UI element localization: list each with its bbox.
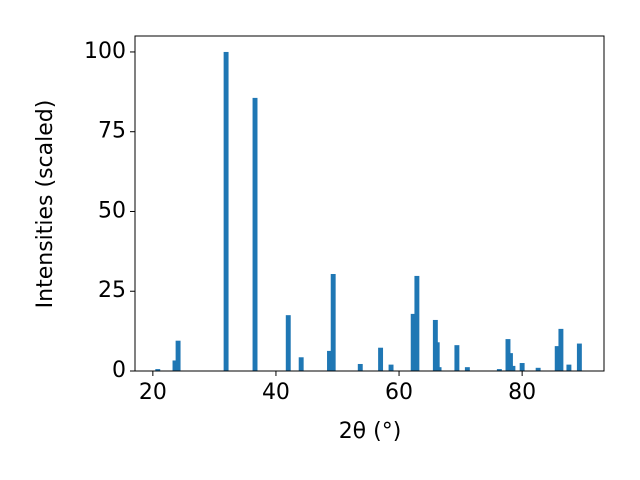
y-tick-label: 0: [112, 358, 126, 383]
bar: [172, 360, 178, 371]
bar: [454, 345, 460, 371]
x-tick-label: 60: [385, 380, 413, 405]
bar: [388, 364, 394, 371]
bar: [327, 350, 332, 371]
x-tick-label: 80: [508, 380, 536, 405]
y-axis-label: Intensities (scaled): [33, 100, 58, 309]
bar: [558, 328, 564, 371]
y-tick-label: 100: [84, 39, 126, 64]
y-tick-label: 75: [98, 119, 126, 144]
bar: [252, 97, 258, 372]
bar: [378, 347, 384, 371]
bar: [519, 363, 525, 371]
bar: [576, 343, 582, 371]
axes-frame: [134, 35, 605, 372]
y-tick-label: 50: [98, 198, 126, 223]
bar: [357, 363, 363, 371]
bar: [566, 364, 572, 371]
bar: [223, 51, 229, 371]
bar: [554, 346, 560, 371]
bar: [155, 369, 161, 371]
x-axis-label: 2θ (°): [339, 419, 402, 444]
bar: [496, 369, 502, 371]
bar: [285, 315, 291, 371]
bar: [410, 313, 416, 371]
bar: [175, 340, 181, 371]
bar: [298, 357, 304, 371]
x-tick-label: 40: [262, 380, 290, 405]
bar: [535, 367, 541, 371]
y-tick-label: 25: [98, 278, 126, 303]
bar: [414, 275, 420, 371]
bar: [510, 365, 516, 371]
bar: [507, 353, 513, 371]
bar: [330, 274, 336, 371]
bar: [434, 342, 440, 371]
bar: [436, 367, 442, 371]
x-tick-label: 20: [139, 380, 167, 405]
bar: [464, 367, 470, 371]
